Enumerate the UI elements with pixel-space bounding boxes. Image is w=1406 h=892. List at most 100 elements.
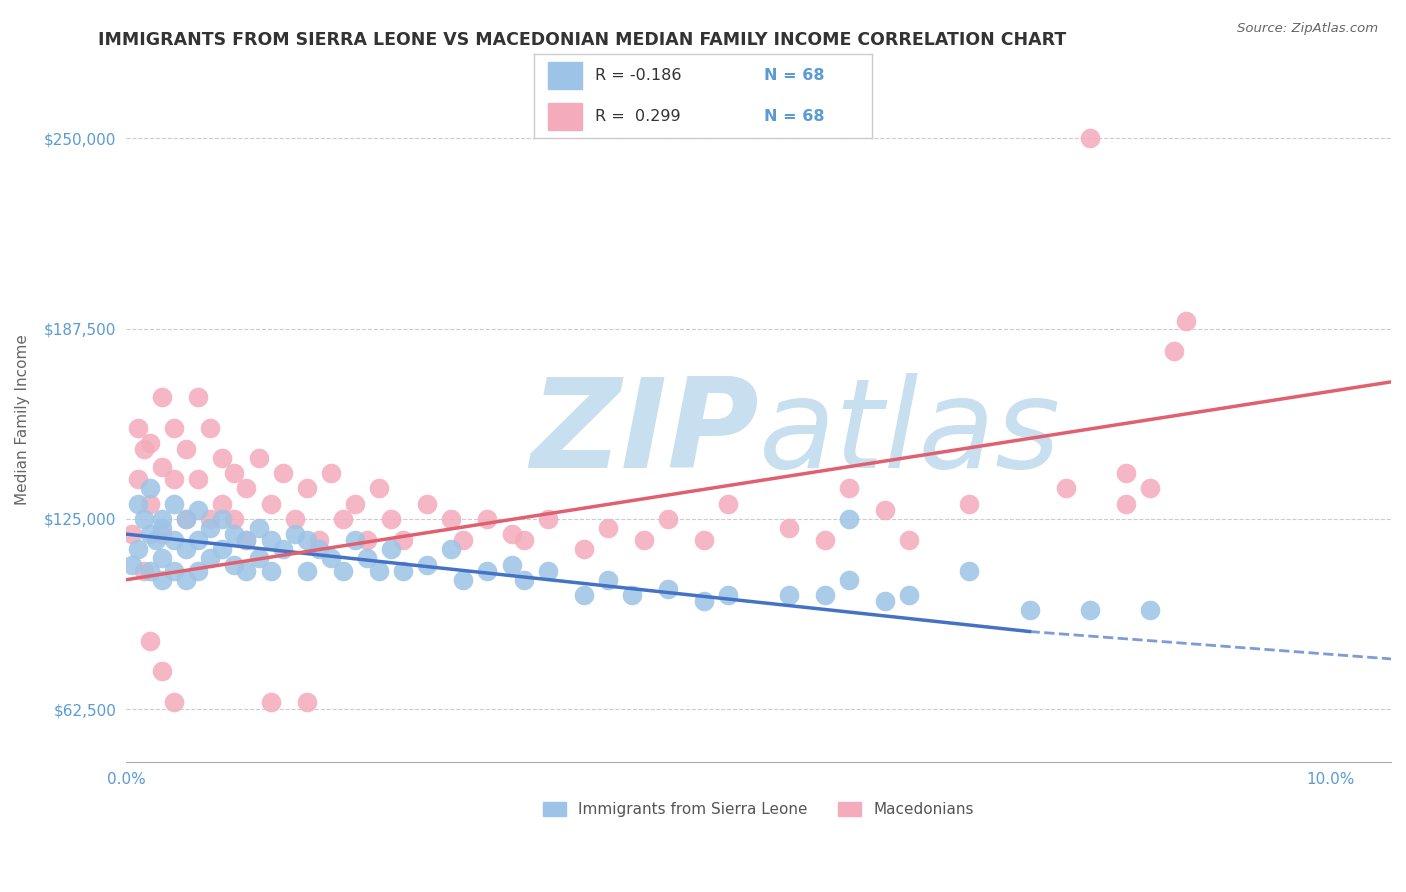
Point: [368, 564, 391, 578]
Point: [477, 512, 499, 526]
Text: N = 68: N = 68: [763, 68, 824, 83]
Point: [319, 467, 342, 481]
Point: [957, 564, 980, 578]
Point: [332, 564, 354, 578]
Point: [873, 594, 896, 608]
Point: [814, 533, 837, 548]
Point: [717, 497, 740, 511]
Point: [150, 551, 173, 566]
Point: [501, 527, 523, 541]
Point: [271, 542, 294, 557]
Point: [308, 542, 330, 557]
Point: [150, 512, 173, 526]
Point: [1115, 497, 1137, 511]
Point: [259, 533, 281, 548]
Text: Source: ZipAtlas.com: Source: ZipAtlas.com: [1237, 22, 1378, 36]
Point: [200, 521, 222, 535]
Point: [247, 521, 270, 535]
Point: [200, 551, 222, 566]
Point: [898, 533, 921, 548]
Point: [1139, 482, 1161, 496]
Bar: [548, 62, 582, 89]
Point: [224, 467, 246, 481]
Point: [693, 533, 716, 548]
Point: [200, 420, 222, 434]
Point: [1115, 467, 1137, 481]
Point: [200, 512, 222, 526]
Point: [187, 502, 209, 516]
Point: [657, 512, 679, 526]
Point: [247, 551, 270, 566]
Point: [211, 542, 233, 557]
Text: N = 68: N = 68: [763, 109, 824, 124]
Point: [392, 564, 415, 578]
Point: [778, 588, 800, 602]
Point: [898, 588, 921, 602]
Point: [295, 533, 318, 548]
Point: [174, 442, 197, 456]
Point: [343, 497, 366, 511]
Point: [392, 533, 415, 548]
Point: [259, 694, 281, 708]
Point: [163, 420, 186, 434]
Text: IMMIGRANTS FROM SIERRA LEONE VS MACEDONIAN MEDIAN FAMILY INCOME CORRELATION CHAR: IMMIGRANTS FROM SIERRA LEONE VS MACEDONI…: [98, 31, 1067, 49]
Point: [235, 533, 257, 548]
Point: [717, 588, 740, 602]
Point: [343, 533, 366, 548]
Point: [477, 564, 499, 578]
Point: [211, 450, 233, 465]
Point: [127, 542, 149, 557]
Point: [271, 467, 294, 481]
Point: [1054, 482, 1077, 496]
Point: [150, 573, 173, 587]
Point: [838, 482, 860, 496]
Point: [259, 564, 281, 578]
Point: [453, 533, 475, 548]
Point: [512, 533, 534, 548]
Point: [224, 558, 246, 572]
Point: [174, 512, 197, 526]
Text: R = -0.186: R = -0.186: [595, 68, 682, 83]
Point: [1139, 603, 1161, 617]
Point: [596, 573, 619, 587]
Bar: [548, 103, 582, 130]
Point: [150, 460, 173, 475]
Point: [224, 512, 246, 526]
Point: [187, 533, 209, 548]
Point: [537, 564, 560, 578]
Point: [163, 472, 186, 486]
Point: [838, 512, 860, 526]
Legend: Immigrants from Sierra Leone, Macedonians: Immigrants from Sierra Leone, Macedonian…: [537, 796, 980, 823]
Point: [127, 420, 149, 434]
Point: [132, 564, 155, 578]
Point: [537, 512, 560, 526]
Point: [163, 533, 186, 548]
Text: atlas: atlas: [758, 373, 1060, 494]
Point: [150, 664, 173, 678]
Point: [121, 558, 143, 572]
Point: [132, 512, 155, 526]
Point: [814, 588, 837, 602]
Point: [187, 564, 209, 578]
Point: [620, 588, 643, 602]
Point: [187, 472, 209, 486]
Point: [1078, 131, 1101, 145]
Point: [139, 482, 162, 496]
Point: [174, 542, 197, 557]
Point: [139, 435, 162, 450]
Point: [211, 512, 233, 526]
Point: [139, 497, 162, 511]
Point: [224, 527, 246, 541]
Point: [957, 497, 980, 511]
Point: [163, 564, 186, 578]
Point: [572, 542, 595, 557]
Point: [440, 512, 463, 526]
Point: [319, 551, 342, 566]
Point: [416, 558, 439, 572]
Point: [657, 582, 679, 596]
Point: [247, 450, 270, 465]
Point: [368, 482, 391, 496]
Point: [132, 442, 155, 456]
Point: [163, 497, 186, 511]
Point: [295, 564, 318, 578]
